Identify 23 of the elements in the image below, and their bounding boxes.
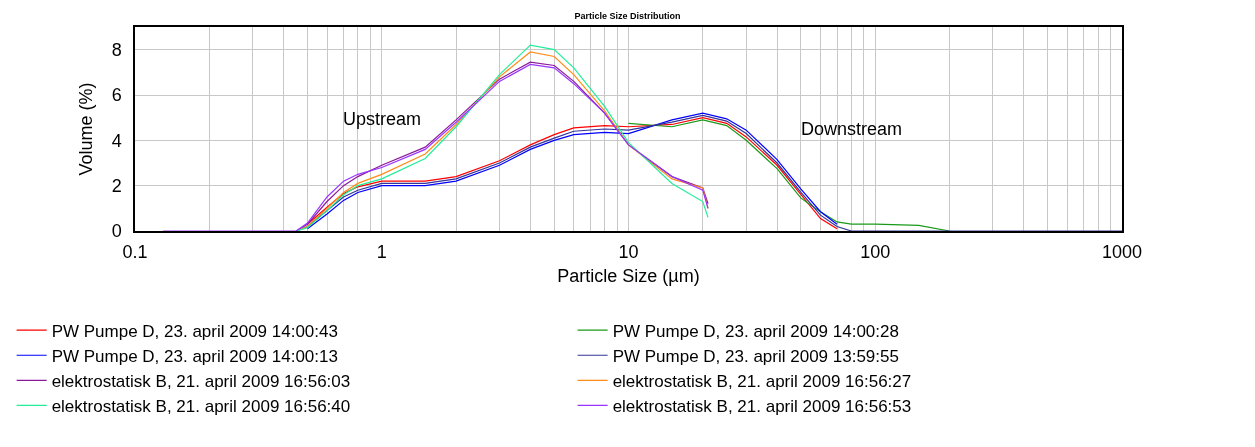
legend-label: PW Pumpe D, 23. april 2009 14:00:13	[51, 346, 338, 366]
y-tick-label: 6	[111, 85, 122, 106]
x-tick-label: 0.1	[122, 242, 148, 263]
x-tick-label: 10	[618, 242, 639, 263]
y-tick-label: 4	[111, 130, 122, 151]
legend-label: elektrostatisk B, 21. april 2009 16:56:53	[612, 397, 912, 417]
annotation: Downstream	[801, 119, 903, 139]
legend-label: PW Pumpe D, 23. april 2009 14:00:43	[51, 321, 338, 341]
x-tick-label: 100	[860, 242, 891, 263]
chart-title: Particle Size Distribution	[574, 10, 681, 21]
y-axis-title: Volume (%)	[76, 82, 97, 176]
x-tick-label: 1	[376, 242, 387, 263]
x-tick-label: 1000	[1101, 242, 1143, 263]
y-tick-label: 8	[111, 39, 122, 60]
legend-label: PW Pumpe D, 23. april 2009 14:00:28	[612, 321, 899, 341]
legend-label: PW Pumpe D, 23. april 2009 13:59:55	[612, 346, 899, 366]
x-axis-title: Particle Size (µm)	[557, 265, 700, 286]
y-tick-label: 2	[111, 175, 122, 196]
annotation: Upstream	[343, 109, 422, 129]
legend-label: elektrostatisk B, 21. april 2009 16:56:03	[51, 371, 351, 391]
y-tick-label: 0	[111, 221, 122, 242]
legend-label: elektrostatisk B, 21. april 2009 16:56:40	[51, 397, 351, 417]
legend-label: elektrostatisk B, 21. april 2009 16:56:27	[612, 371, 912, 391]
